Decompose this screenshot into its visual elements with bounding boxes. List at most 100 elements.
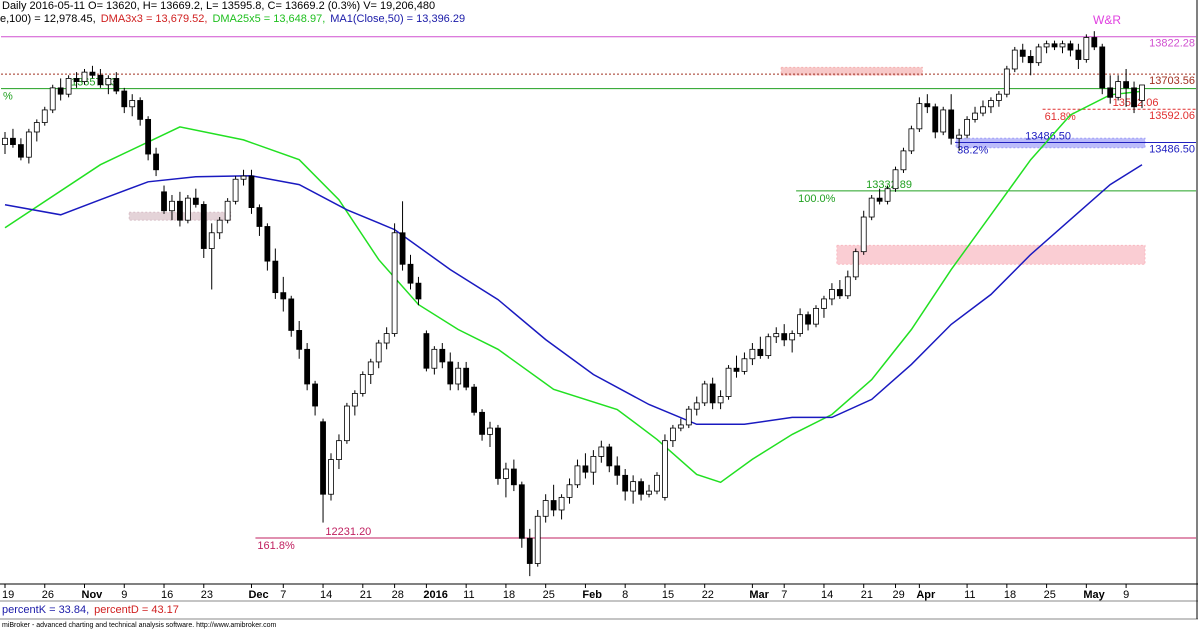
candle-body (566, 484, 573, 498)
candle-body (916, 103, 923, 130)
moving-average-line (4, 164, 1143, 426)
level-label: 13592.06 (1149, 110, 1195, 122)
credit: miBroker - advanced charting and technic… (2, 622, 276, 629)
header-line: Daily 2016-05-11 O= 13620, H= 13669.2, L… (2, 0, 435, 12)
level-label: 12231.20 (325, 526, 371, 538)
annotation: W&R (1093, 13, 1121, 27)
candle-body (192, 197, 199, 205)
candle-body (367, 361, 374, 375)
candle-body (638, 481, 644, 495)
x-tick-label: 25 (1044, 589, 1056, 601)
x-tick-label: 29 (893, 589, 905, 601)
candle-body (510, 468, 517, 486)
candle-body (765, 336, 772, 357)
candle-body (288, 298, 295, 331)
x-tick-label: 11 (964, 589, 975, 601)
level-label: 13332.89 (866, 179, 912, 191)
candle-body (359, 374, 366, 394)
candle-body (487, 427, 493, 435)
candle-body (423, 333, 430, 369)
candle-body (137, 100, 144, 120)
x-tick-label: 25 (543, 589, 555, 601)
x-tick-label: Apr (916, 589, 936, 601)
candle-body (304, 348, 311, 385)
candle-body (693, 402, 700, 410)
candle-body (89, 71, 96, 76)
candle-body (622, 474, 629, 492)
legend-entry: DMA3x3 = 13,679.52, (101, 13, 208, 25)
x-tick-label: 14 (320, 589, 332, 601)
x-tick-label: 7 (280, 589, 286, 601)
candle-body (280, 292, 287, 300)
candle-body (654, 474, 660, 492)
candle-body (805, 314, 811, 325)
x-tick-label: Nov (82, 589, 104, 601)
x-tick-label: 7 (781, 589, 787, 601)
candle-body (598, 446, 605, 457)
candle-body (1131, 87, 1137, 108)
candle-body (749, 348, 756, 360)
candle-body (65, 78, 72, 95)
candle-body (1075, 49, 1082, 60)
candle-body (813, 307, 819, 325)
candle-body (25, 131, 32, 158)
candle-body (272, 260, 279, 294)
x-tick-label: 19 (2, 589, 14, 601)
header-values: e,100) = 12,978.45, DMA3x3 = 13,679.52, DM… (0, 13, 465, 25)
candle-body (200, 204, 207, 249)
candle-body (184, 197, 191, 221)
candle-body (447, 361, 454, 385)
x-tick-label: 9 (121, 589, 127, 601)
level-tag: 38.2% (957, 144, 988, 156)
candle-body (662, 440, 668, 498)
candle-body (18, 144, 24, 158)
x-tick-label: 21 (861, 589, 873, 601)
candle-body (550, 500, 557, 511)
x-tick-label: 9 (1123, 589, 1129, 601)
candle-body (97, 74, 104, 86)
candle-body (415, 282, 422, 300)
candle-body (1123, 81, 1129, 89)
candle-body (852, 251, 859, 278)
candle-body (829, 289, 835, 300)
candle-body (1083, 37, 1090, 60)
candle-body (208, 232, 215, 249)
candle-body (844, 276, 851, 297)
candle-body (1003, 68, 1010, 95)
candle-body (980, 106, 986, 114)
x-tick-label: 26 (42, 589, 54, 601)
x-tick-label: 18 (1004, 589, 1016, 601)
x-tick-label: 22 (702, 589, 714, 601)
candle-body (113, 78, 120, 92)
x-tick-label: 28 (392, 589, 404, 601)
candle-body (940, 109, 947, 133)
candle-body (685, 408, 692, 426)
candle-body (558, 496, 565, 511)
candle-body (105, 78, 112, 86)
candle-body (669, 427, 676, 442)
candle-body (876, 197, 883, 202)
legend-entry: percentK = 33.84, (2, 604, 89, 616)
x-tick-label: 21 (360, 589, 372, 601)
candle-body (789, 333, 796, 341)
legend-entry: DMA25x5 = 13,648.97, (212, 13, 325, 25)
candle-body (216, 219, 223, 234)
candle-body (1091, 37, 1098, 48)
candle-body (614, 465, 621, 476)
candle-body (606, 446, 613, 467)
candle-body (471, 386, 478, 413)
candle-body (1051, 43, 1058, 48)
candle-body (574, 465, 581, 486)
candle-body (2, 137, 8, 145)
candle-body (248, 175, 255, 208)
candle-body (1115, 81, 1122, 98)
candle-body (129, 100, 136, 108)
candle-body (81, 71, 88, 82)
candle-body (153, 153, 159, 171)
candle-body (1107, 87, 1114, 98)
candle-body (312, 383, 318, 407)
candle-body (948, 109, 955, 139)
zone (780, 66, 923, 76)
